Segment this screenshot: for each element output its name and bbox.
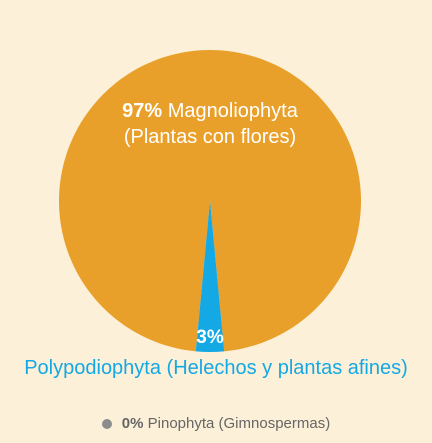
- legend-swatch: [101, 419, 112, 430]
- category-label: Pinophyta (Gimnospermas): [147, 415, 331, 432]
- category-label-row: Polypodiophyta (Helechos y plantas afine…: [0, 355, 432, 381]
- percent-label: 0%: [121, 415, 144, 432]
- category-label: Polypodiophyta (Helechos y plantas afine…: [24, 357, 408, 379]
- slice-label: 97% Magnoliophyta (Plantas con flores): [100, 98, 320, 150]
- slice-label: 3%: [180, 326, 240, 351]
- percent-label: 97%: [122, 100, 163, 122]
- pie-slice: [195, 201, 225, 352]
- pie-slice: [58, 49, 361, 352]
- category-label: Magnoliophyta (Plantas con flores): [123, 100, 298, 148]
- percent-label: 3%: [196, 327, 224, 348]
- legend-entry: 0% Pinophyta (Gimnospermas): [0, 414, 432, 434]
